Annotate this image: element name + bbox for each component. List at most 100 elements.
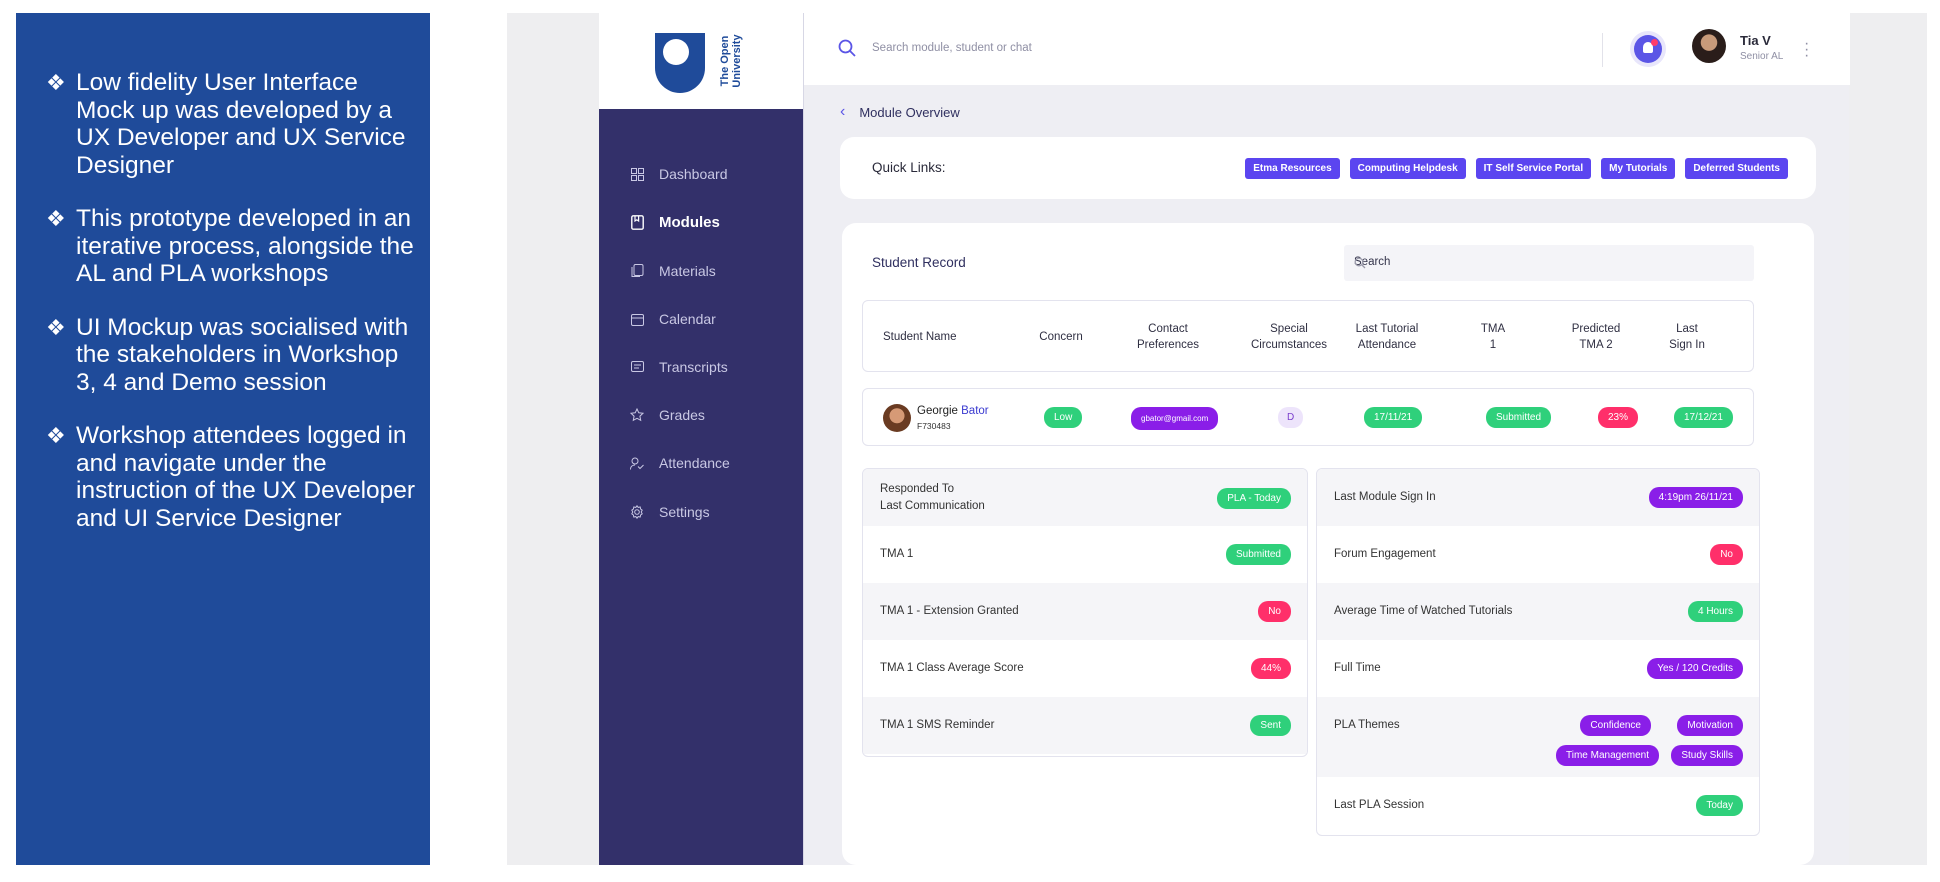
- info-bullet-text: Low fidelity User Interface Mock up was …: [76, 69, 406, 179]
- quick-link-it-self-service-portal[interactable]: IT Self Service Portal: [1475, 158, 1592, 179]
- chevron-left-icon: ‹: [840, 103, 846, 120]
- info-panel: ❖ Low fidelity User Interface Mock up was…: [16, 13, 430, 865]
- quick-link-my-tutorials[interactable]: My Tutorials: [1601, 158, 1676, 179]
- search-icon: [1354, 257, 1366, 269]
- concern-badge: Low: [1044, 407, 1083, 428]
- student-record-title: Student Record: [872, 255, 966, 270]
- diamond-bullet-icon: ❖: [46, 70, 66, 95]
- tma1-badge: Submitted: [1486, 407, 1552, 428]
- sidebar-item-label: Calendar: [659, 311, 716, 327]
- logo-text: The Open University: [719, 33, 743, 93]
- transcript-icon: [629, 359, 645, 375]
- sidebar-item-grades[interactable]: Grades: [629, 404, 705, 426]
- student-record-card: Student Record Search Student Name Conce…: [842, 223, 1814, 865]
- search-icon[interactable]: [838, 39, 856, 57]
- status-badge: No: [1258, 601, 1291, 622]
- list-item: TMA 1 Submitted: [863, 526, 1307, 583]
- status-badge: Submitted: [1225, 544, 1291, 565]
- column-header: Special Circumstances: [1250, 323, 1328, 351]
- quick-links-label: Quick Links:: [872, 160, 946, 175]
- grid-icon: [629, 166, 645, 182]
- main-content: Search module, student or chat Tia V Sen…: [803, 13, 1850, 865]
- detail-label: Full Time: [1334, 662, 1381, 674]
- diamond-bullet-icon: ❖: [46, 206, 66, 231]
- sidebar-item-modules[interactable]: Modules: [629, 211, 720, 233]
- more-vertical-icon[interactable]: · · ·: [1804, 35, 1810, 64]
- status-badge: Yes / 120 Credits: [1647, 658, 1743, 679]
- status-badge: No: [1710, 544, 1743, 565]
- sidebar-item-dashboard[interactable]: Dashboard: [629, 163, 728, 185]
- info-bullet: ❖ UI Mockup was socialised with the stake…: [30, 314, 420, 397]
- detail-label: Last Module Sign In: [1334, 491, 1436, 503]
- status-badge: 4:19pm 26/11/21: [1648, 487, 1743, 508]
- quick-link-computing-helpdesk[interactable]: Computing Helpdesk: [1349, 158, 1466, 179]
- sidebar-item-transcripts[interactable]: Transcripts: [629, 356, 728, 378]
- status-badge: Sent: [1250, 715, 1291, 736]
- notification-bell-icon[interactable]: [1634, 35, 1662, 63]
- info-bullet-text: Workshop attendees logged in and navigat…: [76, 422, 416, 532]
- detail-label: Average Time of Watched Tutorials: [1334, 605, 1513, 617]
- table-row[interactable]: Georgie Bator F730483 Low gbator@gmail.c…: [862, 388, 1754, 446]
- predicted-tma2-badge: 23%: [1598, 407, 1639, 428]
- sidebar-item-label: Dashboard: [659, 166, 728, 182]
- attendance-icon: [629, 455, 645, 471]
- sidebar-item-label: Grades: [659, 407, 705, 423]
- quick-link-etma-resources[interactable]: Etma Resources: [1245, 158, 1340, 179]
- engagement-details-right: Last Module Sign In 4:19pm 26/11/21 Foru…: [1316, 468, 1760, 836]
- list-item: TMA 1 SMS Reminder Sent: [863, 697, 1307, 754]
- contact-email-badge[interactable]: gbator@gmail.com: [1131, 407, 1219, 430]
- status-badge: 44%: [1250, 658, 1291, 679]
- engagement-details-left: Responded To Last Communication PLA - Tod…: [862, 468, 1308, 757]
- sidebar-item-settings[interactable]: Settings: [629, 501, 710, 523]
- status-badge: PLA - Today: [1217, 488, 1291, 509]
- sidebar-item-label: Settings: [659, 504, 710, 520]
- list-item: Full Time Yes / 120 Credits: [1317, 640, 1759, 697]
- detail-label: PLA Themes: [1334, 719, 1400, 731]
- info-bullet: ❖ Workshop attendees logged in and naviga…: [30, 422, 420, 532]
- pla-theme-tag: Motivation: [1677, 715, 1743, 736]
- detail-label: Forum Engagement: [1334, 548, 1436, 560]
- sidebar-item-calendar[interactable]: Calendar: [629, 308, 716, 330]
- avatar[interactable]: [1692, 29, 1726, 63]
- student-first-name: Georgie: [917, 405, 958, 417]
- quick-link-deferred-students[interactable]: Deferred Students: [1685, 158, 1788, 179]
- last-tutorial-badge: 17/11/21: [1364, 407, 1423, 428]
- info-bullet: ❖ Low fidelity User Interface Mock up was…: [30, 69, 420, 179]
- user-role: Senior AL: [1740, 51, 1784, 62]
- sidebar-item-materials[interactable]: Materials: [629, 260, 716, 282]
- global-search-input[interactable]: Search module, student or chat: [872, 42, 1032, 54]
- list-item: Responded To Last Communication PLA - Tod…: [863, 469, 1307, 526]
- logo[interactable]: The Open University: [599, 13, 803, 109]
- student-last-name: Bator: [961, 405, 989, 417]
- last-sign-in-badge: 17/12/21: [1674, 407, 1733, 428]
- special-circumstances-badge: D: [1278, 407, 1304, 428]
- calendar-icon: [629, 311, 645, 327]
- student-search-input[interactable]: Search: [1344, 245, 1754, 281]
- student-id: F730483: [917, 421, 951, 431]
- column-header: Student Name: [883, 331, 957, 343]
- detail-label: TMA 1: [880, 548, 914, 560]
- divider: [1602, 33, 1603, 67]
- info-bullet: ❖ This prototype developed in an iterativ…: [30, 205, 420, 288]
- detail-label: TMA 1 SMS Reminder: [880, 719, 995, 731]
- column-header: Predicted TMA 2: [1571, 323, 1621, 351]
- diamond-bullet-icon: ❖: [46, 314, 66, 340]
- pla-theme-tag: Time Management: [1556, 745, 1659, 766]
- detail-label: Responded To Last Communication: [880, 483, 985, 512]
- column-header: Last Tutorial Attendance: [1355, 323, 1419, 351]
- status-badge: 4 Hours: [1687, 601, 1743, 622]
- book-icon: [629, 214, 645, 230]
- quick-links-card: Quick Links: Etma Resources Computing He…: [840, 137, 1816, 199]
- back-to-module-overview[interactable]: ‹ Module Overview: [840, 103, 960, 121]
- quick-links-list: Etma Resources Computing Helpdesk IT Sel…: [1245, 158, 1788, 179]
- student-name[interactable]: Georgie Bator: [917, 405, 989, 417]
- sidebar-item-label: Attendance: [659, 455, 730, 471]
- column-header: Concern: [1039, 331, 1083, 343]
- table-header: Student Name Concern Contact Preferences…: [862, 300, 1754, 372]
- sidebar-item-attendance[interactable]: Attendance: [629, 452, 730, 474]
- column-header: Last Sign In: [1669, 323, 1705, 351]
- pla-theme-tag: Confidence: [1580, 715, 1651, 736]
- detail-label: Last PLA Session: [1334, 799, 1425, 811]
- sidebar-item-label: Transcripts: [659, 359, 728, 375]
- pla-theme-tag: Study Skills: [1671, 745, 1743, 766]
